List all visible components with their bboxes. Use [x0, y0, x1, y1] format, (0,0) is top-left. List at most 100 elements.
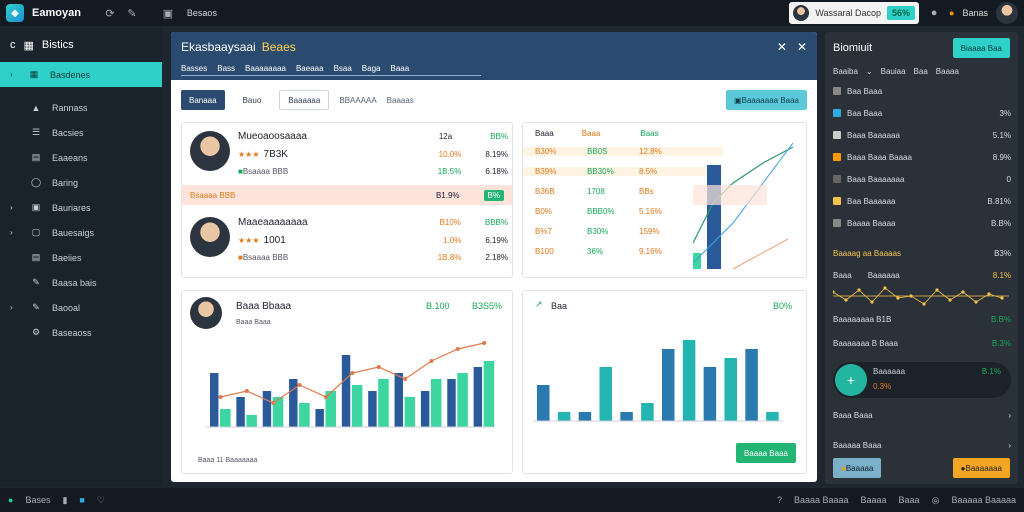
panel-tab[interactable]: Baaaa — [935, 66, 959, 76]
action-label: Baaaaaa — [873, 367, 906, 376]
legend-swatch — [833, 109, 841, 117]
panel-row[interactable]: Baa Baaa — [833, 82, 1011, 100]
panel-row[interactable]: Baaa Baaa Baaaa 8.9% — [833, 148, 1011, 166]
panel-row[interactable]: Baaaa Baaaa B.B% — [833, 214, 1011, 232]
heart-icon[interactable]: ♡ — [96, 494, 105, 505]
bell-icon[interactable]: ● — [949, 8, 955, 18]
panel-tab[interactable]: Baa — [913, 66, 928, 76]
chart-bar — [620, 412, 633, 421]
table-row[interactable]: B36B 1708 BBs — [523, 187, 723, 196]
panel-button-1[interactable]: ● Baaaaa — [833, 458, 882, 478]
panel-row-value: B.81% — [987, 196, 1011, 206]
panel-row-value: 0 — [1006, 174, 1011, 184]
action-button[interactable]: ▣ Baaaaaaa Baaa — [726, 90, 807, 110]
table-row[interactable]: B30% BB0S 12.8% — [523, 147, 723, 156]
notif-label[interactable]: Banas — [962, 8, 988, 18]
status-dot-icon: ■ — [238, 253, 243, 262]
window-icon[interactable]: ▣ — [162, 7, 174, 20]
table-row[interactable]: B0% BBB0% 5.16% — [523, 207, 723, 216]
settings-icon[interactable]: ● — [930, 7, 938, 19]
kpi-label: Baaaaaaaa B1B — [833, 314, 892, 324]
action-card[interactable]: + Baaaaaa B.1% 0.3% — [833, 362, 1011, 398]
list-icon: ☰ — [31, 127, 41, 137]
chart-bar — [315, 409, 324, 427]
refresh-icon[interactable]: ⟳ — [105, 7, 115, 20]
chevron-down-icon[interactable]: ⌄ — [865, 66, 873, 76]
chart-bar — [262, 391, 272, 427]
sidebar-item-bauesaigs[interactable]: › ▢ Bauesaigs — [10, 227, 95, 238]
footer-label[interactable]: Bases — [25, 495, 51, 505]
table-cell: B39% — [535, 167, 557, 176]
profile-avatar[interactable] — [996, 2, 1018, 24]
sidebar-item-eaaeans[interactable]: ▤ Eaaeans — [0, 145, 162, 170]
close-all-icon[interactable]: ✕ — [796, 40, 807, 54]
toolbar-button-2[interactable]: Bauo — [242, 95, 262, 105]
toolbar-button-3[interactable]: Baaaaaa — [279, 90, 330, 110]
table-cell: B30% — [587, 227, 609, 236]
doc-icon[interactable]: ▮ — [62, 494, 68, 505]
sidebar-item-baooal[interactable]: › ✎ Baooal — [10, 302, 81, 313]
footer-item[interactable]: Baaaa Baaaa — [793, 495, 849, 505]
pin-icon[interactable]: ✎ — [127, 7, 137, 20]
chevron-right-icon[interactable]: › — [1008, 440, 1011, 450]
plus-icon[interactable]: + — [835, 364, 867, 396]
sidebar-item-label: Baooal — [52, 302, 81, 313]
action-button-label: Baaaaaaa Baaa — [741, 95, 799, 105]
cloud-icon[interactable]: ■ — [79, 495, 85, 505]
sidebar-item-bacsies[interactable]: ☰ Bacsies — [0, 120, 162, 145]
footer-item[interactable]: Baaaaa Baaaaa — [951, 495, 1016, 505]
tab-2[interactable]: Baaaaaaaa — [245, 64, 286, 73]
table-cell: 8.5% — [639, 167, 658, 176]
panel-row-value: 3% — [999, 108, 1011, 118]
toolbar-text-2[interactable]: Baaaas — [386, 95, 414, 105]
panel-row[interactable]: Baaa Baaaaaaa 0 — [833, 170, 1011, 188]
panel-row[interactable]: Baa Baaa 3% — [833, 104, 1011, 122]
panel-row[interactable]: Baaa Baaaaaa 5.1% — [833, 126, 1011, 144]
highlight-band — [693, 185, 767, 205]
panel-row[interactable]: Baa Baaaaaa B.81% — [833, 192, 1011, 210]
sidebar-item-rannass[interactable]: ▲ Rannass — [0, 95, 162, 120]
tab-6[interactable]: Baaa — [390, 64, 410, 73]
tab-0[interactable]: Basses — [181, 64, 208, 73]
footer-item[interactable]: Baaaa — [860, 495, 887, 505]
tab-1[interactable]: Bass — [217, 64, 236, 73]
sidebar-item-label: Baasa bais — [52, 277, 97, 288]
doc-icon: ▤ — [31, 152, 41, 162]
panel-button-2[interactable]: ● Baaaaaaa — [952, 458, 1010, 478]
sidebar-item-bauriares[interactable]: › ▣ Bauriares — [10, 202, 91, 213]
top-tab[interactable]: Besaos — [186, 8, 217, 18]
toolbar-text-1[interactable]: BBAAAAA — [339, 95, 377, 105]
table-row[interactable]: B100 36% 9.16% — [523, 247, 723, 256]
kpi-label: Baaaaaaa B Baaa — [833, 338, 898, 348]
highlight-row[interactable]: Bsaaaa BBB B1.9% B% — [182, 185, 512, 205]
sidebar-item-baeiies[interactable]: ▤ Baeiies — [0, 245, 162, 270]
table-row[interactable]: B39% BB30% 8.5% — [523, 167, 723, 176]
primary-button[interactable]: Banaaa — [181, 90, 225, 110]
close-icon[interactable]: ✕ — [776, 40, 787, 54]
footer-item[interactable]: Baaa — [898, 495, 920, 505]
kpi-value: B.B% — [990, 314, 1011, 324]
table-row[interactable]: B%7 B30% 159% — [523, 227, 723, 236]
panel-tab[interactable]: Baaiba — [833, 66, 858, 76]
info-icon[interactable]: ◎ — [931, 494, 940, 505]
chevron-right-icon[interactable]: › — [1008, 410, 1011, 420]
sidebar-item-baseaoss[interactable]: ⚙ Baseaoss — [0, 320, 162, 345]
panel-button[interactable]: Biaaaa Baa — [952, 38, 1010, 58]
panel-tab[interactable]: Bauiaa — [880, 66, 906, 76]
help-icon[interactable]: ? — [776, 495, 782, 505]
tab-5[interactable]: Baga — [361, 64, 381, 73]
sidebar-item-label: Baeiies — [52, 252, 82, 263]
tab-4[interactable]: Bsaa — [333, 64, 352, 73]
chart-footer: Baaa 11 Baaaaaaa — [198, 457, 258, 464]
collapse-icon[interactable]: c — [10, 39, 16, 51]
sidebar-item-basdenes[interactable]: › ▦ Basdenes — [0, 62, 162, 87]
chart-sub: Baaa Baaa — [236, 319, 271, 326]
table-cell: BB30% — [587, 167, 614, 176]
box-icon: ▣ — [31, 202, 41, 212]
tab-3[interactable]: Baeaaa — [295, 64, 324, 73]
sidebar-item-baring[interactable]: ◯ Baring — [0, 170, 162, 195]
user-chip[interactable]: Wassaral Dacop 56% — [789, 2, 920, 24]
chart-point — [350, 371, 355, 375]
sidebar-item-baasa-bais[interactable]: ✎ Baasa bais — [0, 270, 162, 295]
chart-button[interactable]: Baaaa Baaa — [735, 443, 796, 463]
